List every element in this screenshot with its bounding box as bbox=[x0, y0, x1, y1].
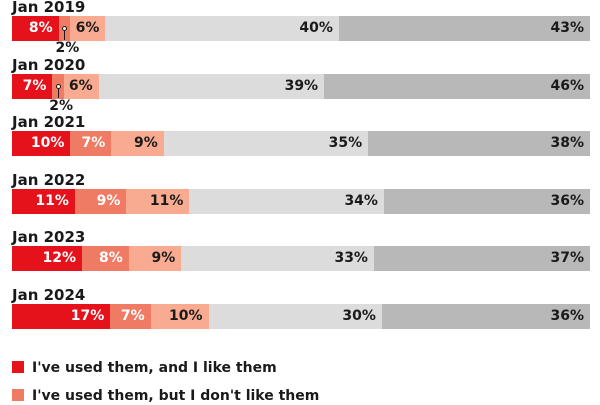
category-label: Jan 2023 bbox=[12, 228, 86, 246]
legend-swatch bbox=[12, 389, 24, 401]
legend-label: I've used them, but I don't like them bbox=[32, 388, 320, 404]
data-label: 9% bbox=[151, 250, 176, 266]
data-label: 6% bbox=[75, 20, 100, 36]
data-label: 11% bbox=[35, 192, 69, 209]
bar-segment bbox=[12, 303, 111, 329]
bar-segment bbox=[70, 16, 106, 41]
data-label: 7% bbox=[81, 135, 106, 151]
bar-segment bbox=[12, 188, 75, 214]
callout-leader-line bbox=[64, 31, 66, 40]
bar-segment bbox=[111, 131, 164, 156]
data-label: 39% bbox=[284, 77, 319, 94]
category-label: Jan 2020 bbox=[12, 55, 86, 74]
bar-segment bbox=[373, 246, 590, 271]
category-label: Jan 2021 bbox=[12, 113, 86, 131]
legend-label: I've used them, and I like them bbox=[32, 360, 277, 376]
bar-segment bbox=[98, 73, 325, 99]
bar-segment bbox=[150, 303, 209, 329]
data-label: 10% bbox=[30, 135, 65, 151]
data-label: 40% bbox=[299, 20, 333, 36]
callout-leader-line bbox=[57, 88, 59, 98]
bar-segment bbox=[12, 16, 59, 41]
data-label: 12% bbox=[42, 250, 77, 266]
bar-segment bbox=[12, 131, 71, 156]
data-label: 46% bbox=[550, 77, 584, 94]
data-label: 7% bbox=[22, 77, 47, 94]
bar-segment bbox=[74, 188, 127, 214]
data-label: 43% bbox=[550, 20, 584, 36]
data-label: 10% bbox=[169, 307, 203, 324]
callout-label: 2% bbox=[55, 40, 80, 56]
bar-segment bbox=[324, 73, 590, 99]
callout-dot bbox=[62, 26, 68, 31]
data-label: 8% bbox=[28, 20, 53, 36]
bar-segment bbox=[12, 246, 83, 271]
data-label: 30% bbox=[342, 307, 376, 324]
legend-item: I've used them, but I don't like them bbox=[12, 387, 319, 405]
data-label: 33% bbox=[334, 250, 368, 266]
bar-segment bbox=[128, 246, 182, 271]
bar-segment bbox=[12, 73, 53, 99]
bar-segment bbox=[163, 131, 369, 156]
data-label: 36% bbox=[550, 307, 584, 324]
bar-segment bbox=[338, 16, 590, 41]
data-label: 6% bbox=[68, 77, 93, 94]
bar-segment bbox=[189, 188, 384, 214]
bar-segment bbox=[110, 303, 151, 329]
bar-segment bbox=[383, 188, 590, 214]
data-label: 17% bbox=[70, 307, 105, 324]
bar-segment bbox=[181, 246, 374, 271]
legend-item: I've used them, and I like them bbox=[12, 359, 277, 377]
bar-segment bbox=[126, 188, 190, 214]
bar-segment bbox=[70, 131, 112, 156]
data-label: 38% bbox=[550, 135, 584, 151]
category-label: Jan 2022 bbox=[12, 170, 86, 189]
data-label: 9% bbox=[96, 192, 121, 209]
bar-segment bbox=[208, 303, 382, 329]
data-label: 11% bbox=[149, 192, 184, 209]
data-label: 9% bbox=[134, 135, 158, 151]
callout-dot bbox=[55, 83, 61, 89]
data-label: 8% bbox=[98, 250, 123, 266]
data-label: 36% bbox=[550, 192, 584, 209]
legend-swatch bbox=[12, 361, 24, 373]
data-label: 35% bbox=[328, 135, 363, 151]
bar-segment bbox=[82, 246, 129, 271]
bar-segment bbox=[105, 16, 339, 41]
data-label: 34% bbox=[344, 192, 378, 209]
data-label: 7% bbox=[120, 307, 145, 324]
category-label: Jan 2024 bbox=[12, 285, 86, 304]
bar-segment bbox=[368, 131, 590, 156]
callout-label: 2% bbox=[49, 97, 74, 114]
bar-segment bbox=[381, 303, 590, 329]
category-label: Jan 2019 bbox=[12, 0, 86, 16]
bar-segment bbox=[64, 73, 99, 99]
data-label: 37% bbox=[550, 250, 584, 266]
